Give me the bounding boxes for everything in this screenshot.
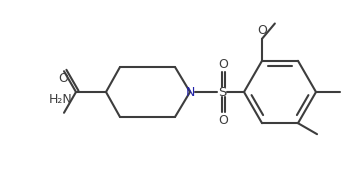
Text: O: O — [58, 72, 68, 85]
Text: N: N — [185, 86, 195, 98]
Text: S: S — [218, 86, 226, 98]
Text: O: O — [218, 57, 228, 71]
Text: H₂N: H₂N — [49, 93, 73, 106]
Text: O: O — [218, 113, 228, 127]
Text: O: O — [257, 24, 267, 37]
